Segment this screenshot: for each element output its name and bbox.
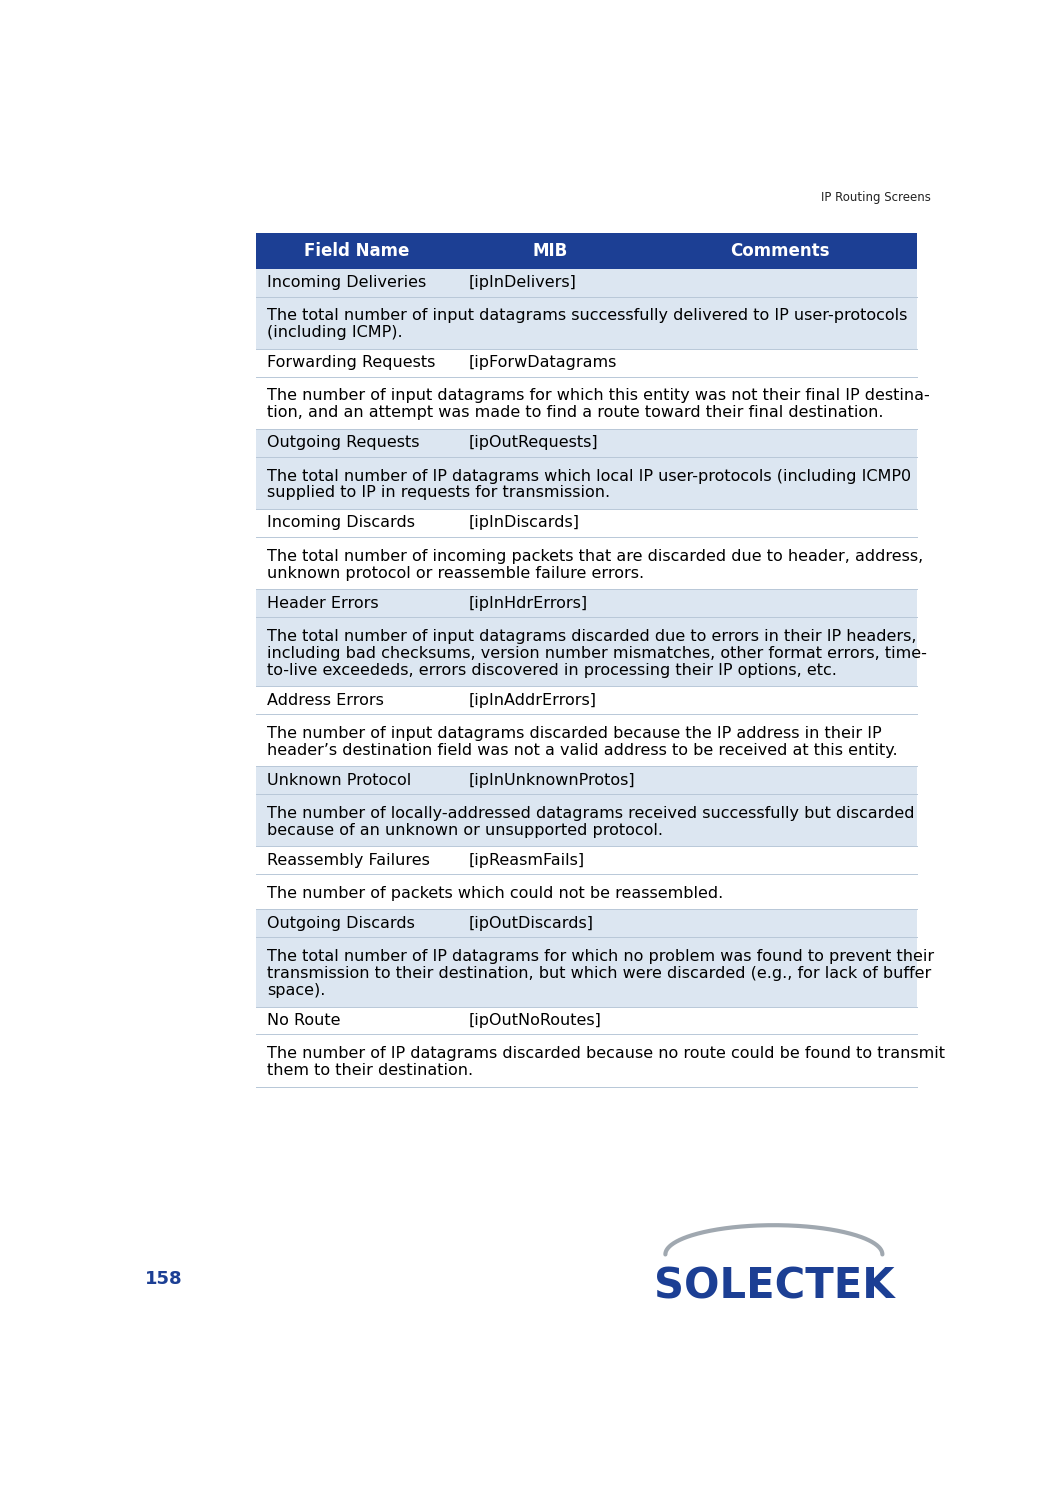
Text: The number of packets which could not be reassembled.: The number of packets which could not be… bbox=[268, 886, 723, 901]
Text: Address Errors: Address Errors bbox=[268, 693, 384, 708]
Bar bbox=[256, 616, 918, 687]
Text: Outgoing Discards: Outgoing Discards bbox=[268, 916, 415, 931]
Text: [ipForwDatagrams: [ipForwDatagrams bbox=[468, 355, 617, 371]
Text: The total number of input datagrams discarded due to errors in their IP headers,: The total number of input datagrams disc… bbox=[268, 628, 916, 643]
Text: because of an unknown or unsupported protocol.: because of an unknown or unsupported pro… bbox=[268, 823, 663, 838]
Bar bbox=[256, 1034, 918, 1086]
Text: unknown protocol or reassemble failure errors.: unknown protocol or reassemble failure e… bbox=[268, 565, 644, 580]
Bar bbox=[256, 233, 918, 269]
Bar bbox=[256, 714, 918, 766]
Text: header’s destination field was not a valid address to be received at this entity: header’s destination field was not a val… bbox=[268, 742, 898, 757]
Bar bbox=[256, 537, 918, 589]
Text: including bad checksums, version number mismatches, other format errors, time-: including bad checksums, version number … bbox=[268, 646, 927, 661]
Text: The number of locally-addressed datagrams received successfully but discarded: The number of locally-addressed datagram… bbox=[268, 806, 914, 821]
Text: Incoming Discards: Incoming Discards bbox=[268, 516, 415, 531]
Bar bbox=[256, 429, 918, 456]
Text: The total number of incoming packets that are discarded due to header, address,: The total number of incoming packets tha… bbox=[268, 549, 924, 564]
Text: Forwarding Requests: Forwarding Requests bbox=[268, 355, 436, 371]
Text: Incoming Deliveries: Incoming Deliveries bbox=[268, 275, 426, 290]
Text: [ipInHdrErrors]: [ipInHdrErrors] bbox=[468, 595, 587, 610]
Text: transmission to their destination, but which were discarded (e.g., for lack of b: transmission to their destination, but w… bbox=[268, 966, 931, 981]
Bar bbox=[256, 874, 918, 910]
Text: [ipInUnknownProtos]: [ipInUnknownProtos] bbox=[468, 772, 635, 787]
Text: Reassembly Failures: Reassembly Failures bbox=[268, 853, 429, 868]
Text: [ipInDiscards]: [ipInDiscards] bbox=[468, 516, 580, 531]
Text: SOLECTEK: SOLECTEK bbox=[653, 1266, 895, 1308]
Text: [ipOutDiscards]: [ipOutDiscards] bbox=[468, 916, 594, 931]
Text: (including ICMP).: (including ICMP). bbox=[268, 325, 402, 340]
Bar bbox=[256, 1007, 918, 1034]
Bar bbox=[256, 910, 918, 936]
Text: Outgoing Requests: Outgoing Requests bbox=[268, 435, 419, 450]
Text: space).: space). bbox=[268, 983, 325, 998]
Bar bbox=[256, 296, 918, 349]
Text: The total number of IP datagrams for which no problem was found to prevent their: The total number of IP datagrams for whi… bbox=[268, 948, 934, 963]
Bar bbox=[256, 794, 918, 847]
Text: The number of input datagrams for which this entity was not their final IP desti: The number of input datagrams for which … bbox=[268, 389, 930, 404]
Text: The number of input datagrams discarded because the IP address in their IP: The number of input datagrams discarded … bbox=[268, 726, 882, 741]
Bar bbox=[256, 269, 918, 296]
Bar bbox=[256, 687, 918, 714]
Bar bbox=[256, 509, 918, 537]
Bar bbox=[256, 847, 918, 874]
Bar bbox=[256, 766, 918, 794]
Bar bbox=[256, 589, 918, 616]
Text: MIB: MIB bbox=[533, 242, 567, 260]
Text: [ipInDelivers]: [ipInDelivers] bbox=[468, 275, 577, 290]
Text: No Route: No Route bbox=[268, 1013, 341, 1028]
Bar bbox=[256, 349, 918, 377]
Text: tion, and an attempt was made to find a route toward their final destination.: tion, and an attempt was made to find a … bbox=[268, 405, 883, 420]
Text: The total number of input datagrams successfully delivered to IP user-protocols: The total number of input datagrams succ… bbox=[268, 308, 907, 323]
Text: Unknown Protocol: Unknown Protocol bbox=[268, 772, 412, 787]
Text: Field Name: Field Name bbox=[304, 242, 410, 260]
Text: Comments: Comments bbox=[730, 242, 830, 260]
Text: [ipOutNoRoutes]: [ipOutNoRoutes] bbox=[468, 1013, 602, 1028]
Text: [ipOutRequests]: [ipOutRequests] bbox=[468, 435, 598, 450]
Text: The number of IP datagrams discarded because no route could be found to transmit: The number of IP datagrams discarded bec… bbox=[268, 1046, 945, 1061]
Text: Header Errors: Header Errors bbox=[268, 595, 378, 610]
Text: The total number of IP datagrams which local IP user-protocols (including ICMP0: The total number of IP datagrams which l… bbox=[268, 468, 911, 483]
Text: 158: 158 bbox=[144, 1270, 182, 1288]
Bar bbox=[256, 936, 918, 1007]
Text: [ipReasmFails]: [ipReasmFails] bbox=[468, 853, 584, 868]
Bar bbox=[256, 456, 918, 509]
Text: IP Routing Screens: IP Routing Screens bbox=[820, 191, 930, 203]
Text: [ipInAddrErrors]: [ipInAddrErrors] bbox=[468, 693, 597, 708]
Text: them to their destination.: them to their destination. bbox=[268, 1064, 473, 1079]
Text: supplied to IP in requests for transmission.: supplied to IP in requests for transmiss… bbox=[268, 485, 610, 501]
Bar bbox=[256, 377, 918, 429]
Text: to-live exceededs, errors discovered in processing their IP options, etc.: to-live exceededs, errors discovered in … bbox=[268, 663, 837, 678]
